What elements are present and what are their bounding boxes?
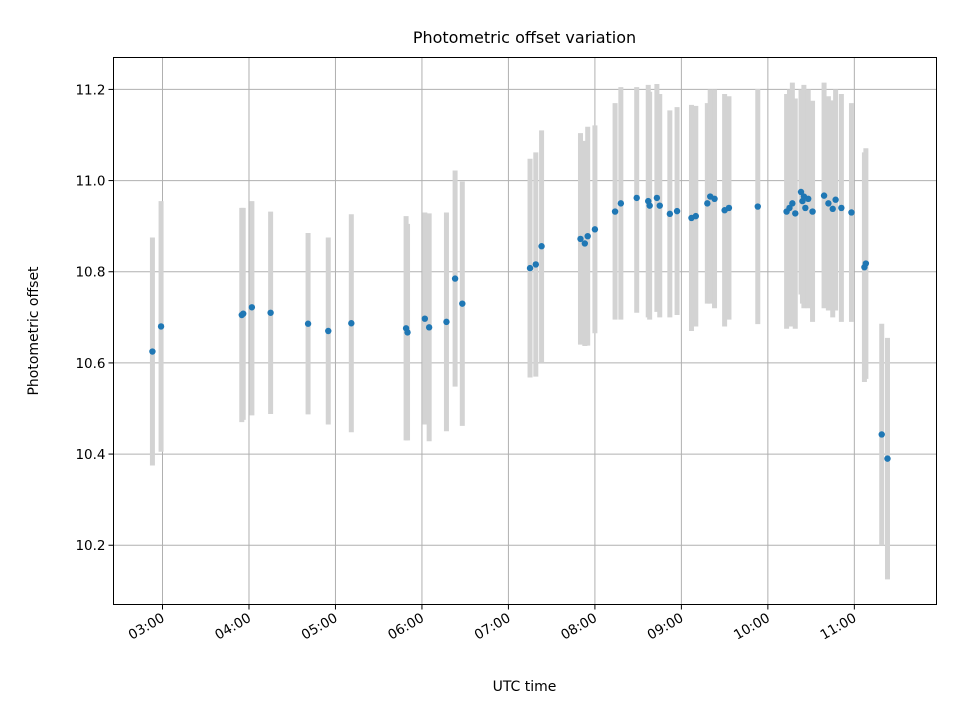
data-point <box>704 200 711 207</box>
data-point <box>267 309 274 316</box>
data-point <box>809 208 816 215</box>
data-point <box>633 194 640 202</box>
data-point <box>348 320 355 327</box>
data-point <box>802 204 809 212</box>
y-axis-ticks: 10.2 10.4 10.6 10.8 11.0 11.2 <box>75 82 114 554</box>
data-point <box>838 204 845 212</box>
y-tick-label: 10.8 <box>75 265 105 281</box>
data-point <box>754 203 761 210</box>
y-axis-label: Photometric offset <box>26 266 42 396</box>
data-point <box>825 200 832 207</box>
data-point <box>673 207 681 215</box>
data-point <box>829 205 836 213</box>
data-point <box>646 202 653 209</box>
data-point <box>653 194 661 202</box>
plot-frame <box>113 57 937 605</box>
data-point <box>404 329 411 336</box>
data-point <box>711 195 718 203</box>
y-tick-label: 10.2 <box>75 538 105 554</box>
data-points <box>149 188 891 462</box>
data-point <box>797 188 805 196</box>
data-point <box>656 202 663 209</box>
data-point <box>591 226 599 233</box>
data-point <box>157 323 165 330</box>
data-point <box>538 243 545 250</box>
data-point <box>240 310 247 317</box>
data-point <box>666 210 674 218</box>
data-point <box>584 232 591 240</box>
data-point <box>611 208 619 215</box>
y-tick-label: 10.6 <box>75 356 105 372</box>
data-point <box>149 348 156 355</box>
chart-title: Photometric offset variation <box>413 28 636 47</box>
data-point <box>884 455 891 462</box>
data-point <box>421 315 429 322</box>
data-point <box>692 212 699 220</box>
data-point <box>443 318 450 326</box>
data-point <box>848 209 855 216</box>
x-axis-label: UTC time <box>493 679 557 695</box>
data-point <box>862 260 870 267</box>
data-point <box>459 300 466 307</box>
y-tick-label: 10.4 <box>75 447 105 463</box>
data-point <box>820 192 828 199</box>
data-point <box>617 200 625 207</box>
data-point <box>805 195 812 203</box>
data-point <box>786 204 793 212</box>
data-point <box>577 235 584 243</box>
data-point <box>725 204 733 212</box>
y-tick-label: 11.2 <box>75 82 105 98</box>
data-point <box>532 261 540 268</box>
data-point <box>878 431 885 438</box>
data-point <box>789 200 796 207</box>
data-point <box>248 304 256 311</box>
data-point <box>832 196 839 203</box>
data-point <box>451 275 459 282</box>
data-point <box>526 264 534 272</box>
data-point <box>792 210 799 217</box>
data-point <box>425 324 433 331</box>
y-tick-label: 11.0 <box>75 174 105 190</box>
data-point <box>325 327 332 335</box>
data-point <box>304 320 312 327</box>
data-point <box>581 240 589 247</box>
